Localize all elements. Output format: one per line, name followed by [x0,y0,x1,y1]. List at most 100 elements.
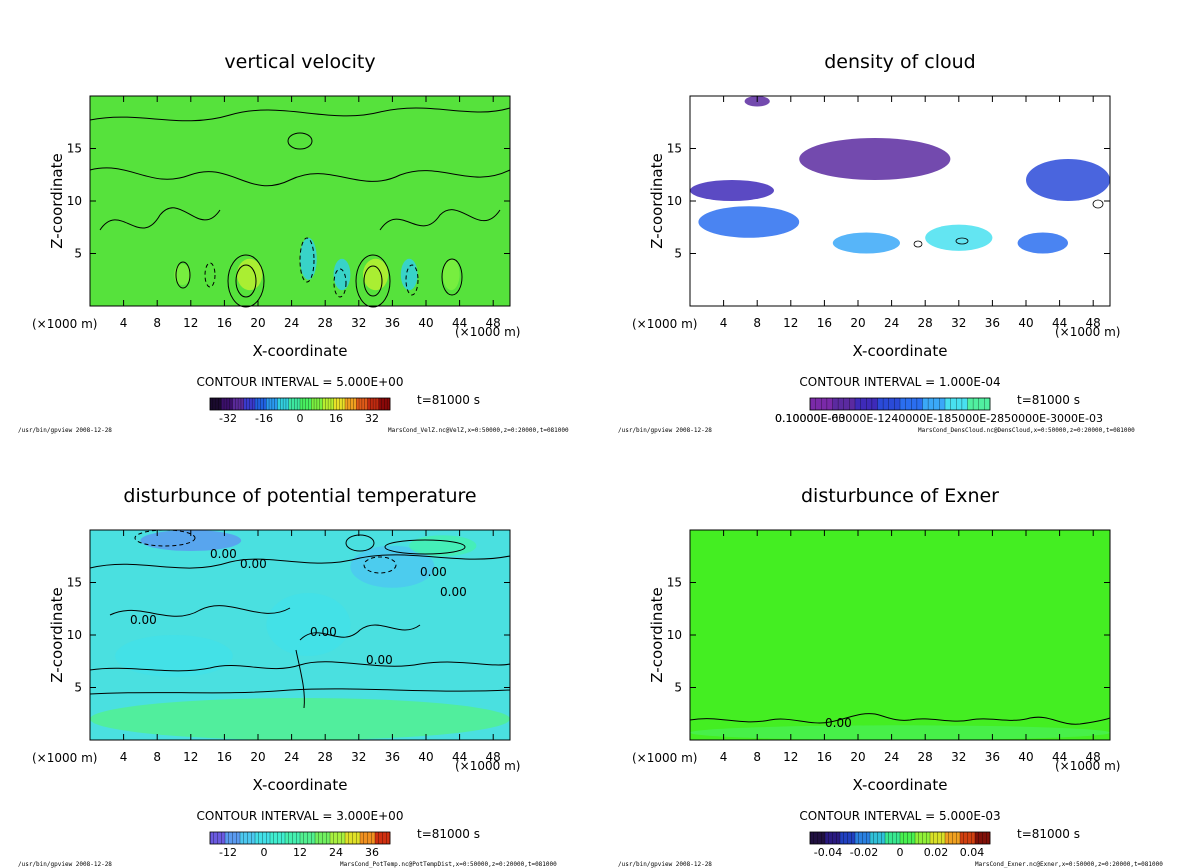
colorbar-swatch [352,832,357,844]
x-unit-left: (×1000 m) [32,751,97,765]
colorbar-swatch [247,832,252,844]
colorbar-swatch [866,832,871,844]
footer-right: MarsCond_PotTemp.nc@PotTempDist,x=0:5000… [340,861,557,868]
y-axis-label: Z-coordinate [648,153,666,248]
colorbar-swatch [956,398,963,410]
colorbar-tick-label: 0.02 [924,846,949,859]
colorbar-swatch [933,398,940,410]
colorbar-swatch [815,398,822,410]
field-cells [690,96,1110,254]
colorbar-swatch [825,832,830,844]
colorbar [809,398,991,410]
contour-line [99,207,221,231]
colorbar-swatch [973,398,980,410]
field-cell [400,258,418,291]
colorbar-swatch [373,398,377,410]
colorbar-swatch [210,398,214,410]
colorbar-swatch [881,832,886,844]
colorbar-swatch [217,832,222,844]
colorbar-swatch [281,832,286,844]
x-unit-right: (×1000 m) [1055,325,1120,339]
colorbar-swatch [302,398,306,410]
contour-line [134,529,196,547]
colorbar-swatch [367,398,371,410]
x-axis-ticks: 4 8 12 16 20 24 28 32 36 40 44 48 [720,530,1101,764]
colorbar-swatch [821,398,828,410]
contour-line [89,167,511,187]
colorbar-swatch [386,832,391,844]
colorbar-swatch [978,832,983,844]
colorbar-swatch [370,398,374,410]
colorbar-swatch [314,398,318,410]
contour-line [295,649,305,709]
colorbar-swatch [345,398,349,410]
colorbar-tick-label: 16 [329,412,343,425]
contour-label: 0.00 [420,565,447,579]
y-tick-label: 5 [74,247,82,261]
colorbar-swatch [381,398,385,410]
colorbar-swatch [356,398,360,410]
x-tick-label: 40 [1018,750,1033,764]
x-tick-label: 32 [351,750,366,764]
y-axis-label: Z-coordinate [648,587,666,682]
x-tick-label: 32 [951,750,966,764]
colorbar-swatch [307,832,312,844]
colorbar-swatch [251,832,256,844]
contour-line [345,534,375,552]
colorbar-tick-label: -0.02 [850,846,878,859]
colorbar-swatch [221,832,226,844]
colorbar-swatch [271,398,275,410]
x-tick-label: 20 [250,750,265,764]
colorbar-swatch [226,398,230,410]
x-unit-right: (×1000 m) [1055,759,1120,773]
colorbar-swatch [939,398,946,410]
x-tick-label: 12 [183,316,198,330]
colorbar-swatch [832,398,839,410]
x-tick-label: 24 [884,750,899,764]
colorbar-swatch [243,398,247,410]
contour-label: 0.00 [366,653,393,667]
colorbar-swatch [826,398,833,410]
colorbar-swatch [960,832,965,844]
colorbar-swatch [300,398,304,410]
colorbar-swatch [328,398,332,410]
colorbar-swatch [356,832,361,844]
colorbar-swatch [266,398,270,410]
x-axis-label: X-coordinate [253,342,348,360]
colorbar-swatch [283,398,287,410]
colorbar-swatch [228,832,233,844]
colorbar-swatch [871,398,878,410]
y-tick-label: 10 [67,628,82,642]
colorbar-swatch [285,398,290,410]
colorbar-swatch [263,398,267,410]
y-tick-label: 10 [667,194,682,208]
y-axis-ticks: 5 10 15 [667,576,1110,695]
colorbar-swatch [255,398,259,410]
panel-potential-temperature: disturbunce of potential temperature 0.0… [18,485,557,868]
x-unit-left: (×1000 m) [32,317,97,331]
colorbar-swatch [371,832,376,844]
colorbar-swatch [838,398,845,410]
colorbar-frame [209,397,391,411]
colorbar-swatch [828,832,833,844]
colorbar-swatch [288,832,293,844]
colorbar-swatch [277,832,282,844]
colorbar-swatch [843,398,850,410]
colorbar-swatch [311,832,316,844]
colorbar-swatch [916,398,923,410]
x-tick-label: 32 [951,316,966,330]
colorbar-ticks: -32 -16 0 16 32 [219,412,379,425]
colorbar-swatch [339,398,343,410]
colorbar-swatch [333,832,338,844]
contour-line [355,254,391,308]
field-cell [442,258,460,291]
colorbar-swatch [345,832,350,844]
colorbar-ticks: -12 0 12 24 36 [219,846,379,859]
x-axis-label: X-coordinate [853,776,948,794]
footer-right: MarsCond_Exner.nc@Exner,x=0:50000,z=0:20… [975,861,1163,868]
contour-label: 0.00 [210,547,237,561]
colorbar-swatch [280,398,284,410]
x-tick-label: 16 [817,750,832,764]
field-cell [363,258,389,291]
